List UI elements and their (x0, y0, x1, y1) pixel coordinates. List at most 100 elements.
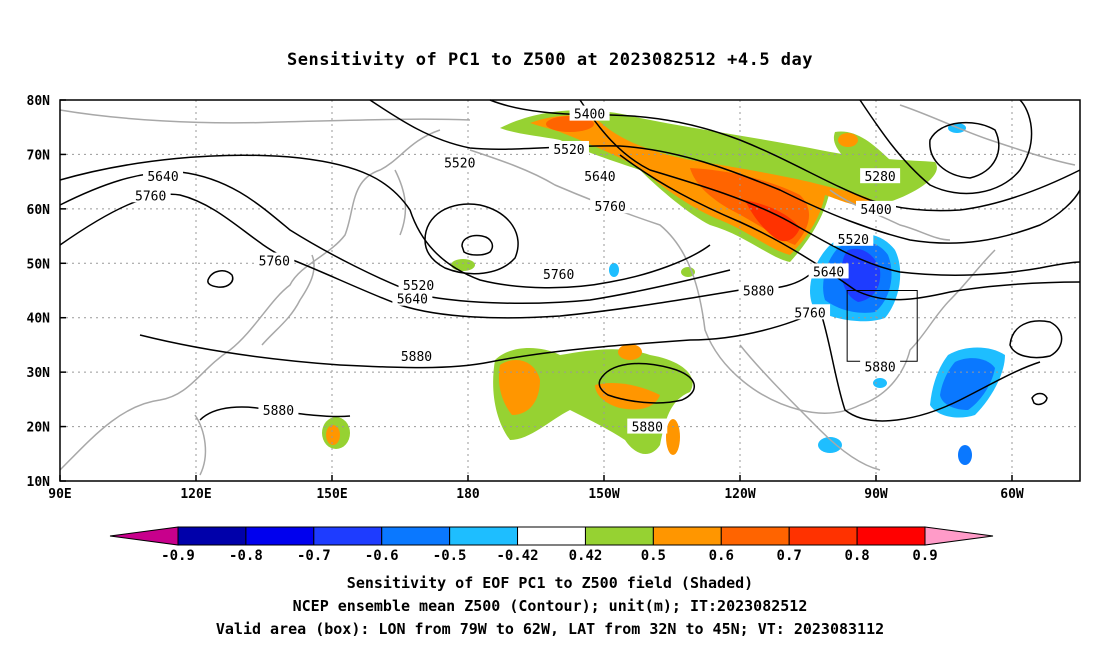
colorbar-swatch (177, 526, 247, 546)
lon-tick-label: 60W (1000, 487, 1024, 502)
contour-label: 5880 (396, 347, 437, 365)
lon-tick-label: 150W (588, 487, 619, 502)
map-title: Sensitivity of PC1 to Z500 at 2023082512… (286, 50, 813, 70)
contour-5400-greenland (859, 99, 1033, 195)
contour-5520-closed-low (424, 203, 519, 275)
colorbar-swatch (652, 526, 722, 546)
colorbar-label: -0.6 (365, 548, 399, 564)
positive-region-canada-peak (745, 200, 800, 242)
colorbar-swatch (381, 526, 451, 546)
coastline-hudson (829, 189, 951, 241)
colorbar-label: 0.42 (569, 548, 603, 564)
contour-labels: 5400552055205640576056405760576055205640… (130, 105, 901, 436)
contour-label-bg (396, 347, 437, 363)
coastline-asia (59, 129, 441, 471)
colorbar-swatch (449, 526, 519, 546)
contour-label: 5400 (856, 200, 896, 218)
colorbar: -0.9 -0.8 -0.7 -0.6 -0.5 -0.42 0.42 0.5 0.6 0.7 0.… (109, 526, 994, 564)
colorbar-label: -0.7 (297, 548, 331, 564)
contour-label-text: 5880 (743, 285, 774, 300)
contour-5880-small-high (207, 270, 234, 288)
map-frame (59, 99, 1081, 482)
contour-label-text: 5880 (632, 421, 663, 436)
contour-label-bg (860, 358, 901, 374)
contour-label-bg (833, 230, 874, 246)
contour-label-bg (579, 168, 620, 184)
contour-label-text: 5760 (543, 268, 574, 283)
contour-label: 5640 (808, 263, 849, 280)
lon-tick-label: 150E (316, 487, 347, 502)
contour-label: 5520 (833, 230, 874, 248)
contour-label-bg (790, 304, 831, 320)
contour-label-bg (258, 402, 299, 418)
contour-label-bg (808, 263, 849, 279)
contour-label-text: 5520 (444, 157, 475, 172)
lat-tick-label: 70N (27, 148, 51, 163)
contour-label-text: 5520 (403, 279, 434, 294)
positive-spot-wpacific-core (326, 425, 340, 445)
lon-tick-label: 180 (456, 487, 480, 502)
contour-5400-closed-low (461, 234, 494, 256)
lat-tick-label: 50N (27, 257, 51, 272)
contour-label: 5760 (130, 187, 171, 204)
negative-spot-florida (873, 378, 887, 388)
contour-label: 5880 (860, 358, 901, 376)
lat-tick-label: 20N (27, 421, 51, 436)
contour-label-text: 5880 (263, 404, 294, 419)
colorbar-label: -0.8 (229, 548, 263, 564)
contour-label: 5640 (579, 168, 620, 185)
coastline-mexico (739, 344, 881, 471)
lat-tick-label: 40N (27, 312, 51, 327)
contour-label-bg (130, 187, 171, 203)
contour-5880-east (819, 309, 1041, 422)
contour-label: 5280 (860, 168, 901, 185)
contour-label-text: 5760 (794, 306, 825, 321)
negative-region-atlantic-core (940, 358, 995, 410)
colorbar-low-tip (109, 526, 179, 546)
contour-label-text: 5640 (397, 293, 428, 308)
positive-region-pacific-core (498, 360, 540, 415)
contour-atlantic-small (1031, 392, 1048, 406)
contour-label-text: 5280 (864, 170, 895, 185)
colorbar-label: 0.6 (709, 548, 734, 564)
contour-label-text: 5760 (259, 255, 290, 270)
lon-tick-label: 120E (180, 487, 211, 502)
contour-label-bg (860, 168, 901, 184)
contour-label: 5760 (590, 198, 631, 215)
contour-label: 5520 (398, 277, 439, 294)
contour-label-text: 5520 (553, 143, 584, 158)
positive-spot-alaska (838, 133, 858, 147)
contour-east-atlantic (1009, 320, 1063, 359)
colorbar-label: -0.9 (161, 548, 195, 564)
lat-tick-label: 60N (27, 203, 51, 218)
contour-label-bg (538, 266, 579, 282)
lon-tick-label: 90E (48, 487, 71, 502)
colorbar-label: 0.7 (777, 548, 802, 564)
contour-5760-canada (619, 154, 1081, 301)
contour-label-text: 5640 (584, 170, 615, 185)
lat-tick-label: 10N (27, 475, 51, 490)
contour-5880-west (139, 309, 821, 369)
caption-contour: NCEP ensemble mean Z500 (Contour); unit(… (292, 597, 808, 615)
colorbar-swatch (720, 526, 790, 546)
contour-label-bg (569, 105, 610, 121)
coastline-arctic (59, 109, 471, 124)
contour-5520-west (59, 154, 711, 289)
contour-label: 5400 (569, 105, 610, 123)
caption-shaded: Sensitivity of EOF PC1 to Z500 field (Sh… (346, 574, 754, 592)
contour-label-bg (856, 200, 896, 216)
lon-tick-label: 90W (864, 487, 888, 502)
colorbar-swatch (856, 526, 926, 546)
contour-label: 5880 (738, 282, 779, 300)
lat-tick-label: 30N (27, 366, 51, 381)
contour-label-bg (254, 252, 295, 268)
contour-label: 5520 (439, 154, 480, 172)
colorbar-swatch (584, 526, 654, 546)
coastlines (59, 104, 1076, 476)
negative-region-greatlakes-max (841, 248, 881, 302)
colorbar-swatch (517, 526, 586, 546)
contour-label-bg (627, 418, 668, 434)
contour-label: 5760 (538, 266, 579, 283)
